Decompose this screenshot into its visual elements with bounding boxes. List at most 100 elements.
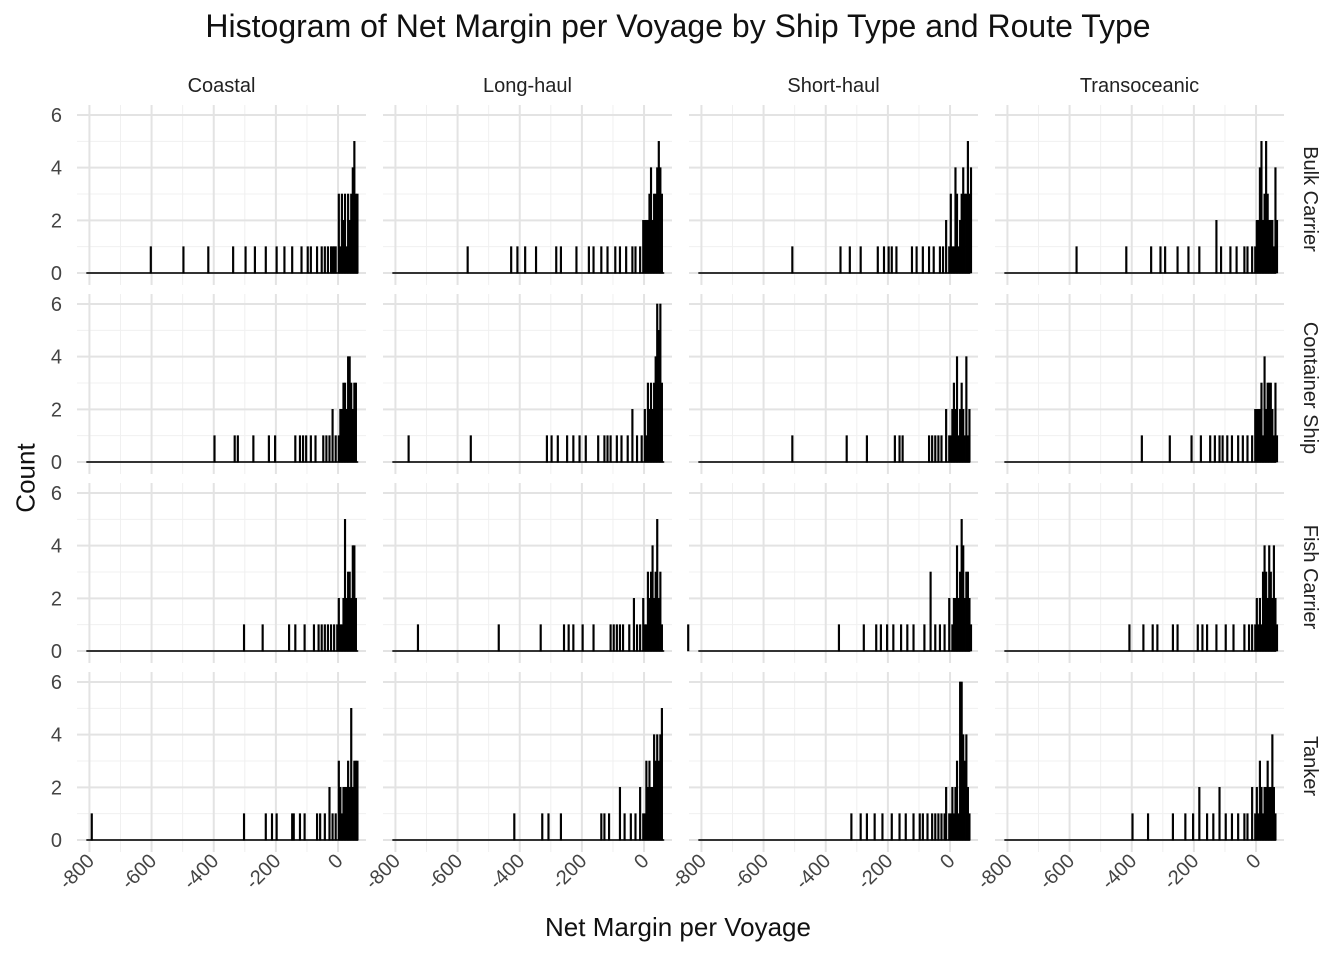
histogram-bar [331, 409, 334, 463]
histogram-bar [584, 435, 587, 463]
histogram-bar [934, 435, 937, 463]
histogram-bar [886, 624, 889, 652]
histogram-bar [923, 624, 926, 652]
facet-panel [77, 672, 366, 852]
x-tick-label: -400 [179, 850, 223, 894]
histogram-bar [938, 624, 942, 652]
histogram-bar [264, 813, 267, 841]
histogram-bar [929, 571, 932, 652]
histogram-bar [626, 435, 629, 463]
histogram-bar [918, 813, 921, 841]
histogram-bar [606, 246, 609, 274]
histogram-bar [1215, 220, 1218, 274]
histogram-bar [1171, 813, 1174, 841]
facet-panel [383, 672, 672, 852]
histogram-bar [968, 813, 971, 841]
histogram-bar [1150, 246, 1153, 274]
histogram-bar [1198, 787, 1201, 841]
histogram-bar [1201, 624, 1204, 652]
histogram-bar [350, 708, 353, 841]
histogram-bar [587, 246, 590, 274]
histogram-bar [879, 624, 882, 652]
histogram-bar [1140, 435, 1143, 463]
histogram-bar [233, 435, 236, 463]
histogram-bar [937, 813, 940, 841]
histogram-bar [1226, 435, 1229, 463]
histogram-bar [320, 624, 323, 652]
histogram-bar [632, 598, 636, 652]
histogram-bar [1241, 435, 1244, 463]
histogram-bar [921, 813, 924, 841]
histogram-bar [317, 624, 320, 652]
facet-panel [383, 105, 672, 285]
histogram-bar [291, 246, 294, 274]
histogram-bar [298, 435, 302, 463]
histogram-bar [469, 435, 472, 463]
histogram-bar [1219, 246, 1223, 274]
histogram-bar [859, 813, 862, 841]
histogram-bar [1187, 246, 1190, 274]
histogram-bar [607, 813, 611, 841]
histogram-bar [242, 813, 246, 841]
histogram-bar [326, 246, 330, 274]
histogram-bar [547, 813, 550, 841]
histogram-bar [615, 435, 618, 463]
histogram-bar [541, 813, 544, 841]
histogram-bar [1184, 813, 1187, 841]
histogram-bar [328, 435, 331, 463]
y-tick-label: 2 [51, 210, 62, 232]
facet-row-label: Container Ship [1299, 322, 1321, 454]
histogram-bar [236, 435, 239, 463]
histogram-bar [660, 193, 663, 274]
histogram-bar [873, 813, 876, 841]
histogram-bar [1212, 813, 1215, 841]
histogram-bar [882, 246, 886, 274]
x-tick-label: 0 [936, 850, 959, 873]
histogram-bar [1146, 813, 1150, 841]
histogram-bar [294, 435, 297, 463]
histogram-bar [639, 624, 642, 652]
histogram-bar [315, 246, 319, 274]
histogram-bar [559, 246, 562, 274]
histogram-bar [545, 435, 548, 463]
histogram-bar [1246, 435, 1249, 463]
histogram-bar [631, 409, 634, 463]
histogram-bar [1260, 141, 1263, 274]
histogram-bar [932, 246, 935, 274]
facet-column-label: Short-haul [787, 75, 879, 97]
histogram-bar [581, 624, 584, 652]
histogram-bar [354, 598, 357, 652]
facet-panel [687, 483, 978, 663]
histogram-bar [640, 435, 643, 463]
histogram-bar [572, 435, 575, 463]
histogram-bar [306, 246, 309, 274]
histogram-bar [319, 813, 322, 841]
histogram-bar [938, 246, 942, 274]
histogram-bar [1131, 813, 1134, 841]
histogram-bar [356, 760, 359, 841]
x-tick-label: -200 [242, 850, 286, 894]
histogram-bar [322, 435, 325, 463]
histogram-bar [1190, 435, 1193, 463]
histogram-bar [955, 356, 959, 463]
histogram-bar [497, 624, 500, 652]
histogram-bar [912, 813, 915, 841]
histogram-bar [232, 246, 235, 274]
histogram-bar [628, 624, 631, 652]
x-tick-label: -200 [854, 850, 898, 894]
histogram-bar [1246, 246, 1249, 274]
y-tick-label: 2 [51, 399, 62, 421]
histogram-bar [639, 787, 642, 841]
histogram-bar [949, 193, 952, 274]
histogram-bar [1230, 435, 1234, 463]
histogram-bar [1142, 624, 1145, 652]
histogram-bar [612, 624, 615, 652]
histogram-bar [1192, 813, 1195, 841]
histogram-bar [965, 356, 968, 463]
histogram-bar [356, 193, 359, 274]
histogram-bar [603, 813, 606, 841]
histogram-bar [1232, 624, 1235, 652]
y-tick-label: 2 [51, 777, 62, 799]
y-tick-label: 6 [51, 483, 62, 505]
